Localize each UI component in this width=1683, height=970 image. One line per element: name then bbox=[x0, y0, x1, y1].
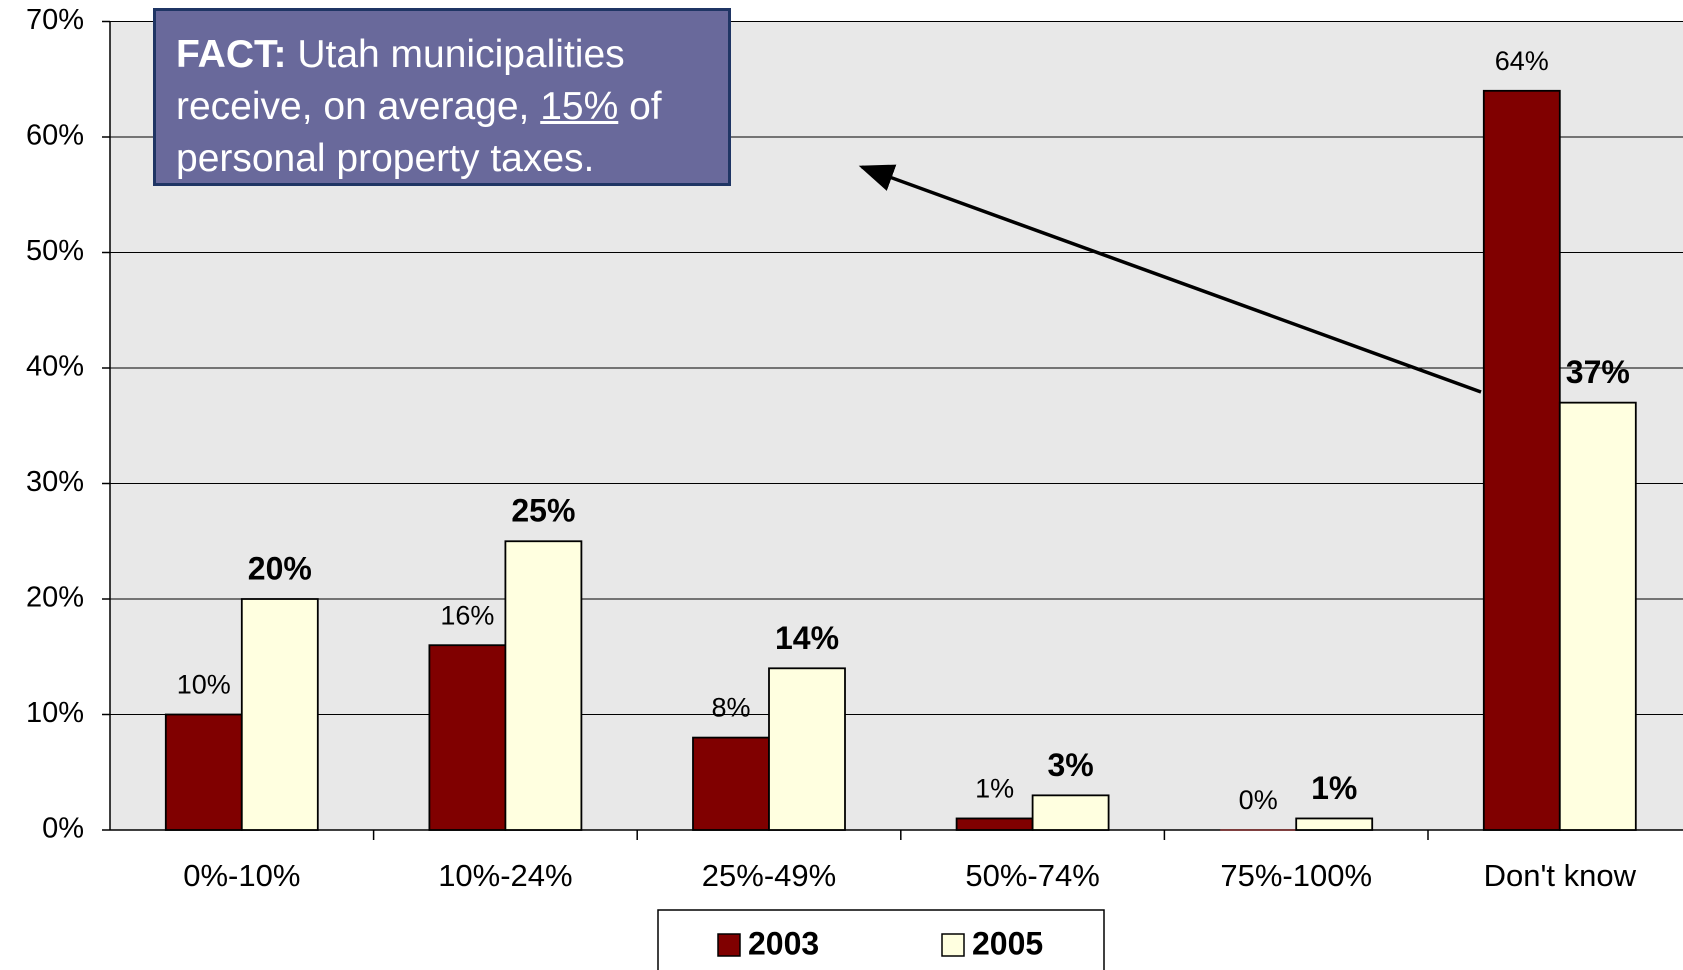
bar bbox=[164, 713, 243, 831]
legend-swatch bbox=[717, 933, 741, 957]
data-label: 10% bbox=[177, 670, 231, 700]
data-label: 1% bbox=[975, 774, 1014, 804]
bar bbox=[955, 817, 1034, 831]
annotation-text: of personal property taxes. bbox=[176, 85, 662, 180]
y-tick-label: 50% bbox=[26, 235, 84, 267]
y-tick-label: 20% bbox=[26, 582, 84, 614]
data-label: 3% bbox=[1047, 747, 1093, 783]
bar bbox=[1558, 401, 1637, 831]
bar bbox=[240, 598, 319, 831]
bar bbox=[428, 644, 507, 831]
annotation-text: 15% bbox=[540, 85, 619, 128]
data-label: 14% bbox=[775, 620, 839, 656]
y-tick-label: 30% bbox=[26, 466, 84, 498]
bar bbox=[504, 540, 583, 831]
annotation-text: FACT: bbox=[176, 33, 287, 76]
y-tick-label: 0% bbox=[42, 813, 84, 845]
arrow bbox=[858, 164, 1482, 394]
legend-label: 2005 bbox=[972, 925, 1043, 961]
x-tick-label: 0%-10% bbox=[183, 858, 300, 893]
data-label: 8% bbox=[711, 693, 750, 723]
legend-label: 2003 bbox=[748, 925, 819, 961]
data-label: 37% bbox=[1566, 354, 1630, 390]
data-label: 20% bbox=[248, 550, 312, 586]
data-label: 0% bbox=[1239, 785, 1278, 815]
y-tick-label: 10% bbox=[26, 697, 84, 729]
legend-swatch bbox=[941, 933, 965, 957]
data-label: 25% bbox=[511, 493, 575, 529]
bar bbox=[1031, 794, 1110, 831]
annotation: FACT: Utah municipalities receive, on av… bbox=[153, 8, 731, 186]
x-tick-label: 75%-100% bbox=[1220, 858, 1372, 893]
x-tick-label: Don't know bbox=[1484, 858, 1637, 893]
y-tick-label: 60% bbox=[26, 120, 84, 152]
x-tick-label: 25%-49% bbox=[702, 858, 836, 893]
x-tick-label: 10%-24% bbox=[438, 858, 572, 893]
bar bbox=[692, 736, 770, 831]
y-tick-label: 70% bbox=[26, 4, 84, 36]
x-tick-label: 50%-74% bbox=[965, 858, 1099, 893]
annotation-text: Utah municipalities receive, on average, bbox=[176, 33, 625, 128]
bar bbox=[1482, 89, 1561, 831]
data-label: 16% bbox=[440, 600, 494, 630]
data-label: 64% bbox=[1495, 46, 1549, 76]
bar bbox=[768, 667, 846, 831]
y-tick-label: 40% bbox=[26, 351, 84, 383]
bar bbox=[1295, 817, 1374, 831]
data-label: 1% bbox=[1311, 770, 1357, 806]
